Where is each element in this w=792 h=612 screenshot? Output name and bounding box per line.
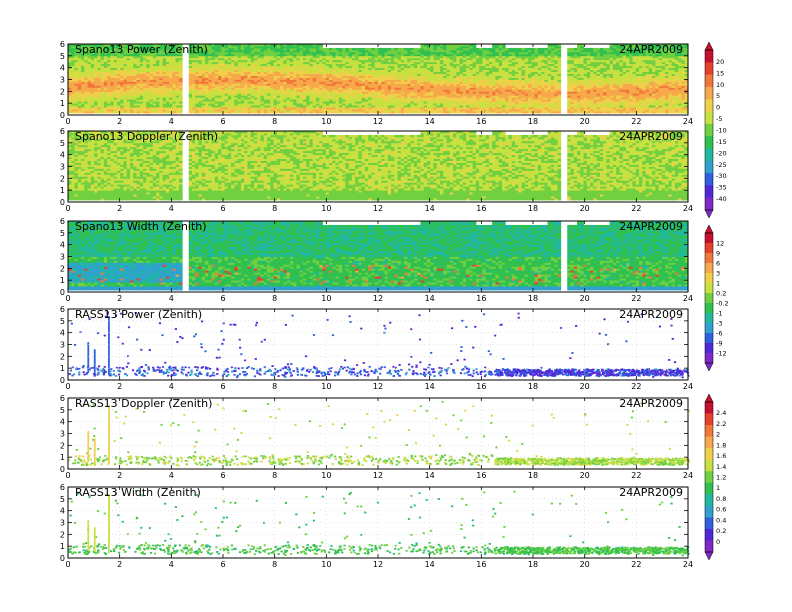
heatmap-cell (378, 48, 382, 50)
heatmap-cell (358, 48, 362, 50)
heatmap-cell (407, 48, 411, 50)
heatmap-cell (385, 48, 389, 50)
heatmap-cell (339, 48, 343, 50)
heatmap-cell (388, 48, 392, 50)
heatmap-cell (362, 48, 366, 50)
heatmap-cell (404, 48, 408, 50)
heatmap-cell (371, 48, 375, 50)
heatmap-cell (417, 48, 421, 50)
heatmap-cell (345, 48, 349, 50)
heatmap-cell (355, 48, 359, 50)
heatmap-cell (398, 48, 402, 50)
heatmap-cell (368, 48, 372, 50)
heatmap-cell (349, 48, 353, 50)
heatmap-cell (394, 48, 398, 50)
heatmap-cell (352, 48, 356, 50)
heatmap-cell (326, 48, 330, 50)
heatmap-cell (401, 48, 405, 50)
heatmap-cell (411, 48, 415, 50)
heatmap-cell (381, 48, 385, 50)
heatmap-cell (329, 48, 333, 50)
heatmap-cell (414, 48, 418, 50)
heatmap-cell (391, 48, 395, 50)
heatmap-cell (323, 48, 327, 50)
heatmap-cell (336, 48, 340, 50)
heatmap-cell (332, 48, 336, 50)
heatmap-cell (342, 48, 346, 50)
heatmap-cell (365, 48, 369, 50)
heatmap-cell (375, 48, 379, 50)
